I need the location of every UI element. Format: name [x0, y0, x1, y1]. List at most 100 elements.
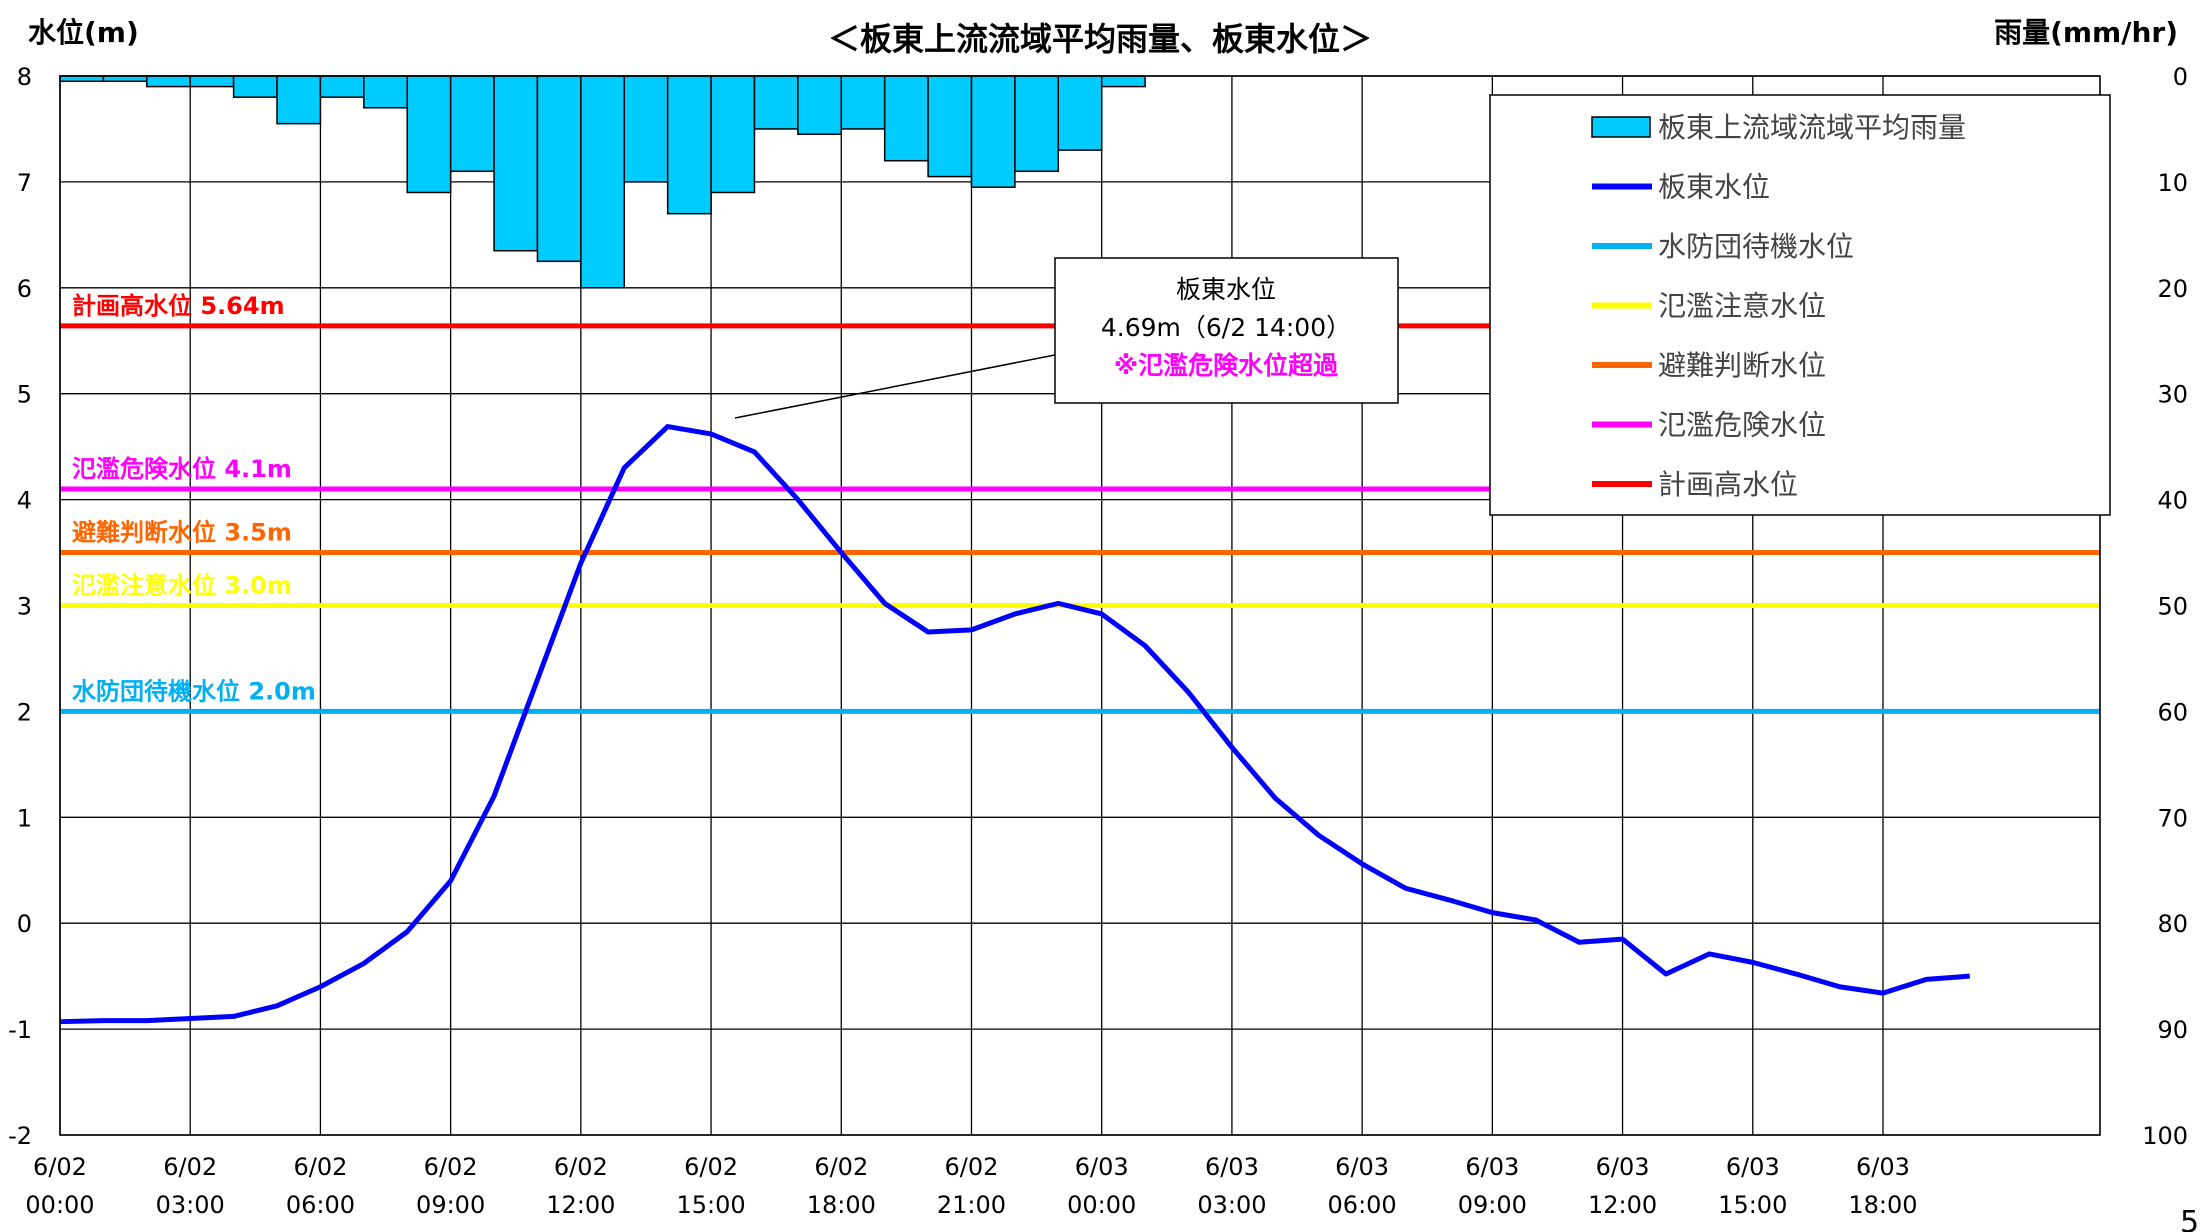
- rainfall-bar: [840, 75, 886, 130]
- x-tick-date: 6/02: [554, 1153, 608, 1181]
- x-tick-time: 18:00: [1848, 1191, 1917, 1219]
- callout-title: 板東水位: [1176, 275, 1276, 304]
- x-tick-date: 6/03: [1726, 1153, 1780, 1181]
- y-right-tick-label: 100: [2142, 1122, 2188, 1150]
- y-left-tick-label: 1: [17, 804, 32, 832]
- callout-box: [1054, 257, 1399, 404]
- rainfall-bar: [1057, 75, 1103, 151]
- y-right-axis-title: 雨量(mm/hr): [1994, 16, 2178, 49]
- rainfall-bar: [1014, 75, 1060, 173]
- rainfall-bar: [753, 75, 799, 130]
- rainfall-bar: [797, 75, 843, 135]
- rainfall-bar: [189, 75, 235, 88]
- water-level-line: [59, 424, 1970, 1025]
- x-tick-date: 6/02: [33, 1153, 87, 1181]
- rainfall-bar: [493, 75, 539, 252]
- x-tick-time: 03:00: [156, 1191, 225, 1219]
- x-tick-date: 6/03: [1075, 1153, 1129, 1181]
- reference-level-lines: 計画高水位 5.64m 氾濫危険水位 4.1m 避難判断水位 3.5m 氾濫注意水位 …: [60, 292, 2100, 714]
- rainfall-bar: [970, 75, 1016, 188]
- x-tick-time: 09:00: [1458, 1191, 1527, 1219]
- x-tick-time: 12:00: [546, 1191, 615, 1219]
- rainfall-bar: [883, 75, 929, 162]
- rainfall-bar: [319, 75, 365, 98]
- x-tick-time: 00:00: [1067, 1191, 1136, 1219]
- rainfall-bar: [536, 75, 582, 263]
- x-tick-date: 6/02: [424, 1153, 478, 1181]
- reference-label: 避難判断水位 3.5m: [72, 519, 292, 547]
- rainfall-bar: [276, 75, 322, 125]
- y-right-tick-label: 40: [2157, 487, 2188, 515]
- x-tick-time: 06:00: [286, 1191, 355, 1219]
- y-right-tick-label: 60: [2157, 698, 2188, 726]
- x-tick-date: 6/03: [1856, 1153, 1910, 1181]
- x-tick-time: 03:00: [1197, 1191, 1266, 1219]
- callout-value: 4.69m（6/2 14:00）: [1101, 313, 1351, 342]
- legend: 板東上流域流域平均雨量板東水位水防団待機水位氾濫注意水位避難判断水位氾濫危険水位…: [1489, 94, 2111, 516]
- reference-label: 氾濫危険水位 4.1m: [72, 455, 292, 483]
- x-tick-time: 21:00: [937, 1191, 1006, 1219]
- rainfall-bar: [363, 75, 408, 109]
- rainfall-bar: [449, 75, 495, 173]
- y-right-tick-label: 0: [2173, 63, 2188, 91]
- legend-label: 板東水位: [1658, 171, 1770, 204]
- x-tick-date: 6/02: [163, 1153, 217, 1181]
- y-right-tick-label: 10: [2157, 169, 2188, 197]
- x-tick-date: 6/02: [293, 1153, 347, 1181]
- y-left-tick-label: 3: [17, 593, 32, 621]
- rainfall-bar: [146, 75, 191, 88]
- rainfall-bar: [406, 75, 452, 194]
- plot-border: [59, 75, 2101, 1136]
- legend-label: 板東上流域流域平均雨量: [1658, 111, 1966, 144]
- y-right-tick-label: 30: [2157, 381, 2188, 409]
- x-tick-date: 6/02: [945, 1153, 999, 1181]
- legend-label: 氾濫注意水位: [1658, 290, 1826, 323]
- y-right-tick-label: 80: [2157, 910, 2188, 938]
- legend-label: 水防団待機水位: [1658, 230, 1854, 263]
- y-left-tick-label: 0: [17, 910, 32, 938]
- y-left-tick-label: 2: [17, 698, 32, 726]
- rainfall-bar: [232, 75, 278, 98]
- chart-title: ＜板東上流流域平均雨量、板東水位＞: [828, 20, 1372, 58]
- y-left-tick-label: -1: [8, 1016, 32, 1044]
- callout-pointer: [734, 351, 1071, 419]
- x-tick-date: 6/03: [1335, 1153, 1389, 1181]
- x-tick-time: 18:00: [807, 1191, 876, 1219]
- y-left-tick-label: -2: [8, 1122, 32, 1150]
- x-tick-time: 06:00: [1328, 1191, 1397, 1219]
- y-left-tick-label: 7: [17, 169, 32, 197]
- water-level-series: [59, 424, 1970, 1025]
- y-right-tick-label: 70: [2157, 804, 2188, 832]
- y-left-axis-title: 水位(m): [28, 16, 139, 49]
- x-tick-date: 6/03: [1465, 1153, 1519, 1181]
- x-tick-time: 15:00: [676, 1191, 745, 1219]
- x-tick-time: 09:00: [416, 1191, 485, 1219]
- legend-swatch-bar: [1591, 116, 1651, 138]
- rainfall-bar: [666, 75, 712, 215]
- rainfall-bar: [1100, 75, 1146, 88]
- peak-callout: 板東水位 4.69m（6/2 14:00） ※氾濫危険水位超過: [734, 257, 1399, 419]
- y-left-tick-label: 8: [17, 63, 32, 91]
- axes: 8 07 106 205 304 403 502 601 700 80-1 90-2 1006/020…: [8, 63, 2188, 1219]
- x-tick-time: 15:00: [1718, 1191, 1787, 1219]
- y-left-tick-label: 6: [17, 275, 32, 303]
- y-right-tick-label: 90: [2157, 1016, 2188, 1044]
- y-left-tick-label: 4: [17, 487, 32, 515]
- y-left-tick-label: 5: [17, 381, 32, 409]
- x-tick-date: 6/02: [814, 1153, 868, 1181]
- legend-label: 氾濫危険水位: [1658, 409, 1826, 442]
- reference-label: 水防団待機水位 2.0m: [72, 677, 316, 705]
- callout-warning: ※氾濫危険水位超過: [1114, 351, 1339, 380]
- x-tick-date: 6/03: [1205, 1153, 1259, 1181]
- x-tick-time: 00:00: [25, 1191, 94, 1219]
- legend-label: 計画高水位: [1658, 468, 1798, 501]
- rainfall-bar: [623, 75, 669, 183]
- rainfall-bar: [927, 75, 973, 178]
- x-tick-date: 6/02: [684, 1153, 738, 1181]
- rainfall-bar: [580, 75, 626, 289]
- page-number: 5: [2180, 1205, 2199, 1232]
- x-tick-date: 6/03: [1596, 1153, 1650, 1181]
- y-right-tick-label: 50: [2157, 593, 2188, 621]
- legend-label: 避難判断水位: [1658, 349, 1826, 382]
